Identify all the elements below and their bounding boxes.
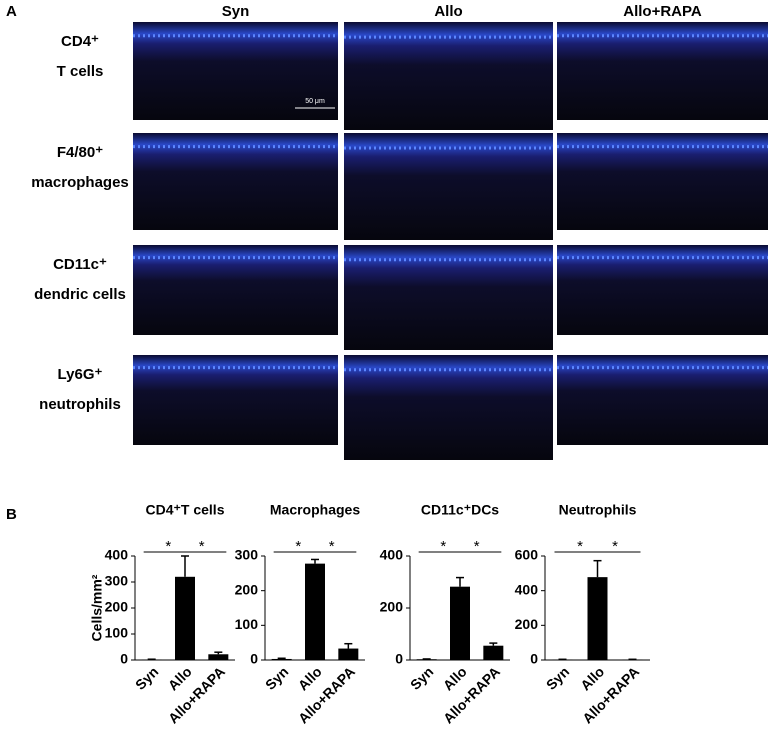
significance-star: *: [199, 538, 205, 555]
y-tick-label: 100: [235, 616, 259, 632]
panel-letter: B: [6, 506, 17, 523]
micrograph: [557, 245, 768, 335]
x-tick-label: Syn: [407, 663, 436, 692]
y-tick-label: 0: [530, 651, 538, 667]
chart-title: CD11c⁺DCs: [421, 502, 499, 518]
bar: [450, 586, 470, 660]
micrograph: [133, 355, 338, 445]
y-tick-label: 600: [515, 547, 539, 563]
significance-star: *: [612, 538, 618, 555]
column-header: Allo: [434, 3, 462, 20]
y-tick-label: 100: [105, 625, 129, 641]
row-label: F4/80⁺: [57, 144, 103, 161]
x-tick-label: Syn: [543, 663, 572, 692]
y-tick-label: 400: [515, 581, 539, 597]
y-tick-label: 300: [105, 573, 129, 589]
chart-title: Neutrophils: [559, 502, 637, 518]
significance-star: *: [577, 538, 583, 555]
significance-star: *: [329, 538, 335, 555]
row-label: CD4⁺: [61, 33, 99, 50]
y-tick-label: 200: [380, 599, 404, 615]
x-tick-label: Syn: [132, 663, 161, 692]
micrograph: [344, 355, 553, 460]
significance-star: *: [295, 538, 301, 555]
y-tick-label: 200: [515, 616, 539, 632]
micrograph: [344, 133, 553, 240]
bar: [338, 648, 359, 660]
y-axis-label: Cells/mm²: [89, 574, 105, 641]
y-tick-label: 0: [395, 651, 403, 667]
bar: [587, 577, 608, 660]
row-label: Ly6G⁺: [58, 366, 103, 383]
micrograph: [344, 22, 553, 130]
row-label: neutrophils: [39, 396, 121, 413]
y-tick-label: 400: [105, 547, 129, 563]
x-tick-label: Allo: [577, 663, 607, 693]
bar: [271, 658, 292, 660]
significance-star: *: [474, 538, 480, 555]
y-tick-label: 200: [235, 581, 259, 597]
micrograph: [133, 133, 338, 230]
bar: [208, 654, 229, 660]
panel-letter: A: [6, 3, 17, 20]
x-tick-label: Syn: [262, 663, 291, 692]
row-label: T cells: [57, 63, 104, 80]
scale-bar-label: 50 μm: [305, 98, 325, 105]
chart-title: Macrophages: [270, 502, 360, 518]
row-label: macrophages: [31, 174, 129, 191]
y-tick-label: 300: [235, 547, 259, 563]
row-label: dendric cells: [34, 286, 126, 303]
y-tick-label: 0: [120, 651, 128, 667]
micrograph: [133, 245, 338, 335]
micrograph: [133, 22, 338, 120]
significance-star: *: [165, 538, 171, 555]
micrograph: [344, 245, 553, 350]
column-header: Syn: [222, 3, 250, 20]
micrograph: [557, 133, 768, 230]
y-tick-label: 400: [380, 547, 404, 563]
chart-title: CD4⁺T cells: [146, 502, 225, 518]
bar: [483, 645, 504, 660]
column-header: Allo+RAPA: [623, 3, 702, 20]
y-tick-label: 200: [105, 599, 129, 615]
bar: [175, 576, 195, 660]
micrograph: [557, 355, 768, 445]
row-label: CD11c⁺: [53, 256, 107, 273]
significance-star: *: [440, 538, 446, 555]
micrograph: [557, 22, 768, 120]
y-tick-label: 0: [250, 651, 258, 667]
bar: [305, 563, 325, 660]
